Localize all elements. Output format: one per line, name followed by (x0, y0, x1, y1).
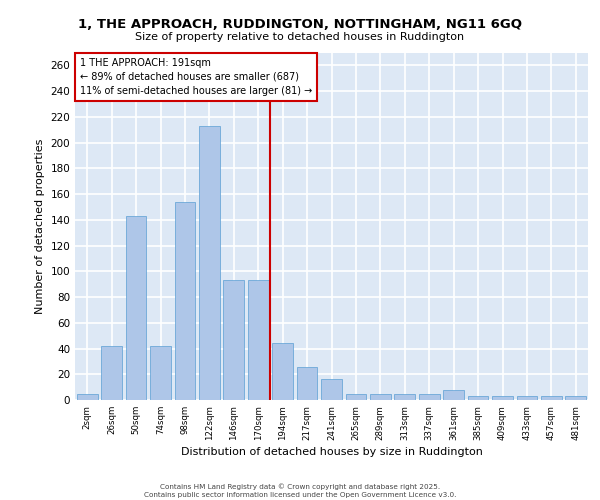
Bar (370, 394, 391, 400)
Bar (517, 396, 538, 400)
Bar (150, 346, 171, 400)
Text: Contains HM Land Registry data © Crown copyright and database right 2025.
Contai: Contains HM Land Registry data © Crown c… (144, 484, 456, 498)
Bar (296, 366, 317, 400)
Bar (541, 396, 562, 400)
Bar (321, 380, 342, 400)
Bar (443, 390, 464, 400)
Bar (394, 394, 415, 400)
Text: 1, THE APPROACH, RUDDINGTON, NOTTINGHAM, NG11 6GQ: 1, THE APPROACH, RUDDINGTON, NOTTINGHAM,… (78, 18, 522, 30)
Text: 1 THE APPROACH: 191sqm
← 89% of detached houses are smaller (687)
11% of semi-de: 1 THE APPROACH: 191sqm ← 89% of detached… (80, 58, 313, 96)
Text: Size of property relative to detached houses in Ruddington: Size of property relative to detached ho… (136, 32, 464, 42)
Bar (492, 396, 513, 400)
Bar (175, 202, 196, 400)
Bar (77, 394, 98, 400)
Bar (248, 280, 269, 400)
Bar (101, 346, 122, 400)
X-axis label: Distribution of detached houses by size in Ruddington: Distribution of detached houses by size … (181, 446, 482, 456)
Bar (272, 344, 293, 400)
Bar (199, 126, 220, 400)
Bar (223, 280, 244, 400)
Bar (467, 396, 488, 400)
Bar (565, 396, 586, 400)
Bar (419, 394, 440, 400)
Bar (346, 394, 367, 400)
Bar (125, 216, 146, 400)
Y-axis label: Number of detached properties: Number of detached properties (35, 138, 45, 314)
